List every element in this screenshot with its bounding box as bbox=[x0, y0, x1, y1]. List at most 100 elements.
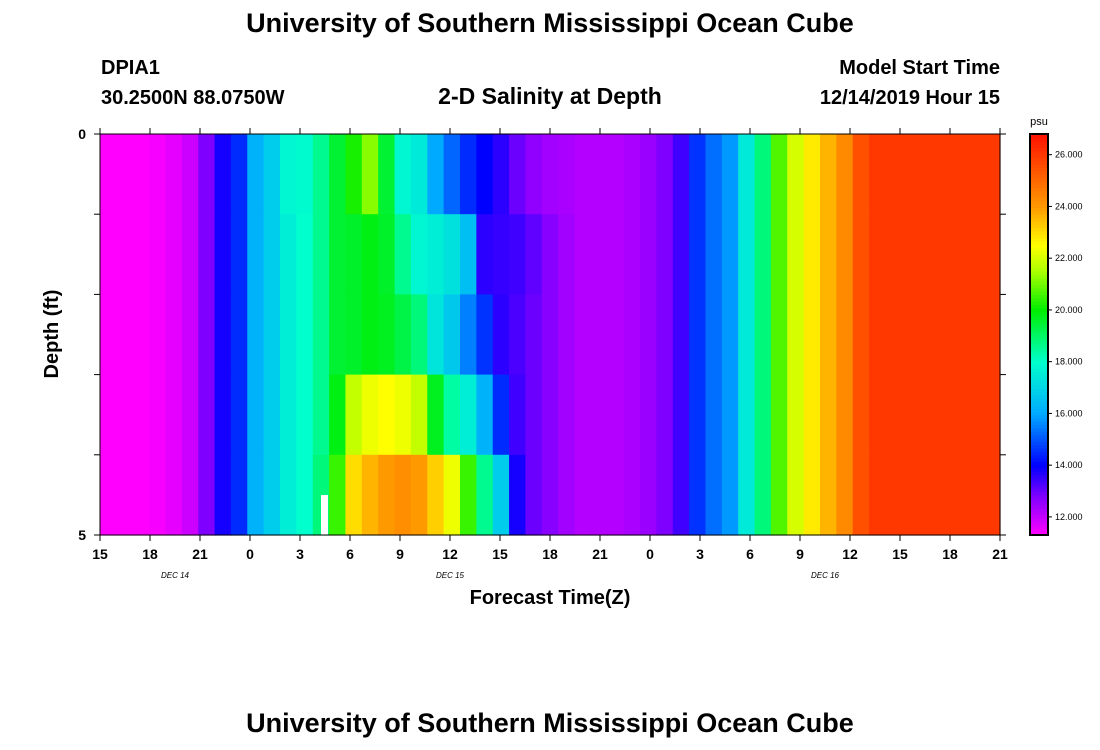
colorbar-segment bbox=[1030, 444, 1048, 449]
heatmap-cell bbox=[721, 374, 739, 456]
date-label: DEC 16 bbox=[811, 571, 840, 580]
heatmap-cell bbox=[869, 454, 887, 536]
heatmap-cell bbox=[116, 134, 134, 215]
heatmap-cell bbox=[754, 374, 772, 456]
heatmap-cell bbox=[607, 214, 625, 295]
colorbar-segment bbox=[1030, 167, 1048, 172]
heatmap-cell bbox=[100, 134, 117, 215]
heatmap-cell bbox=[181, 294, 199, 376]
colorbar-segment bbox=[1030, 408, 1048, 412]
heatmap-cell bbox=[165, 214, 183, 295]
colorbar-segment bbox=[1030, 458, 1048, 462]
colorbar-segment bbox=[1030, 484, 1048, 489]
colorbar-segment bbox=[1030, 200, 1048, 205]
heatmap-cell bbox=[361, 214, 379, 295]
heatmap-cell bbox=[640, 134, 657, 215]
colorbar-segment bbox=[1030, 177, 1048, 182]
heatmap-cell bbox=[787, 374, 805, 456]
x-tick-label: 3 bbox=[296, 546, 304, 562]
colorbar-segment bbox=[1030, 314, 1048, 319]
heatmap-cell bbox=[950, 134, 968, 215]
colorbar-segment bbox=[1030, 197, 1048, 202]
heatmap-cell bbox=[361, 374, 379, 456]
colorbar-segment bbox=[1030, 147, 1048, 152]
colorbar-segment bbox=[1030, 150, 1048, 155]
heatmap-cell bbox=[721, 454, 739, 536]
heatmap-cell bbox=[394, 374, 412, 456]
heatmap-cell bbox=[787, 214, 805, 295]
x-tick-label: 9 bbox=[396, 546, 404, 562]
heatmap-cell bbox=[509, 294, 527, 376]
heatmap-cell bbox=[296, 454, 314, 536]
x-tick-label: 18 bbox=[542, 546, 558, 562]
heatmap-cell bbox=[460, 374, 477, 456]
heatmap-cell bbox=[100, 374, 117, 456]
colorbar-segment bbox=[1030, 531, 1048, 536]
heatmap-cell bbox=[280, 374, 297, 456]
colorbar-segment bbox=[1030, 431, 1048, 436]
heatmap-cell bbox=[345, 454, 363, 536]
heatmap-cell bbox=[950, 214, 968, 295]
heatmap-cell bbox=[738, 134, 756, 215]
heatmap-cell bbox=[132, 214, 150, 295]
heatmap-cell bbox=[607, 374, 625, 456]
colorbar-segment bbox=[1030, 481, 1048, 486]
heatmap-cell bbox=[410, 214, 428, 295]
colorbar-segment bbox=[1030, 391, 1048, 396]
heatmap-cell bbox=[967, 214, 985, 295]
heatmap-cell bbox=[247, 214, 265, 295]
heatmap-cell bbox=[607, 294, 625, 376]
heatmap-cell bbox=[230, 454, 248, 536]
colorbar-segment bbox=[1030, 508, 1048, 513]
colorbar-segment bbox=[1030, 518, 1048, 523]
colorbar-segment bbox=[1030, 284, 1048, 289]
colorbar-segment bbox=[1030, 401, 1048, 406]
colorbar-segment bbox=[1030, 394, 1048, 399]
colorbar-segment bbox=[1030, 174, 1048, 178]
colorbar-segment bbox=[1030, 324, 1048, 329]
colorbar-segment bbox=[1030, 307, 1048, 312]
heatmap-cell bbox=[885, 294, 903, 376]
heatmap-cell bbox=[656, 454, 674, 536]
heatmap-cell bbox=[149, 374, 167, 456]
heatmap-cell bbox=[672, 374, 690, 456]
heatmap-cell bbox=[476, 374, 494, 456]
heatmap-cell bbox=[689, 214, 707, 295]
heatmap-cell bbox=[705, 454, 723, 536]
colorbar-segment bbox=[1030, 304, 1048, 309]
heatmap-cell bbox=[132, 374, 150, 456]
heatmap-cell bbox=[574, 214, 592, 295]
x-tick-label: 21 bbox=[192, 546, 208, 562]
colorbar-segment bbox=[1030, 204, 1048, 209]
heatmap-cell bbox=[296, 214, 314, 295]
heatmap-cell bbox=[672, 294, 690, 376]
heatmap-cell bbox=[492, 294, 510, 376]
x-tick-label: 12 bbox=[842, 546, 858, 562]
heatmap-cell bbox=[787, 134, 805, 215]
heatmap-cell bbox=[198, 134, 216, 215]
colorbar-tick-label: 20.000 bbox=[1055, 305, 1083, 315]
colorbar-tick-label: 16.000 bbox=[1055, 408, 1083, 418]
heatmap-cell bbox=[934, 454, 952, 536]
heatmap-cell bbox=[934, 134, 952, 215]
heatmap-cell bbox=[738, 214, 756, 295]
heatmap-cell bbox=[263, 374, 281, 456]
colorbar-segment bbox=[1030, 421, 1048, 426]
heatmap-cell bbox=[803, 214, 821, 295]
heatmap-cell bbox=[296, 294, 314, 376]
colorbar-segment bbox=[1030, 240, 1048, 245]
heatmap-cell bbox=[934, 374, 952, 456]
heatmap-cell bbox=[852, 134, 870, 215]
heatmap-cell bbox=[705, 134, 723, 215]
heatmap-cell bbox=[476, 294, 494, 376]
colorbar-segment bbox=[1030, 234, 1048, 239]
heatmap-cell bbox=[427, 134, 445, 215]
x-tick-label: 6 bbox=[746, 546, 754, 562]
heatmap-cell bbox=[198, 214, 216, 295]
missing-data-gap bbox=[321, 495, 328, 535]
x-tick-label: 6 bbox=[346, 546, 354, 562]
heatmap-cell bbox=[443, 454, 461, 536]
heatmap-cell bbox=[836, 374, 854, 456]
heatmap-cell bbox=[901, 374, 919, 456]
